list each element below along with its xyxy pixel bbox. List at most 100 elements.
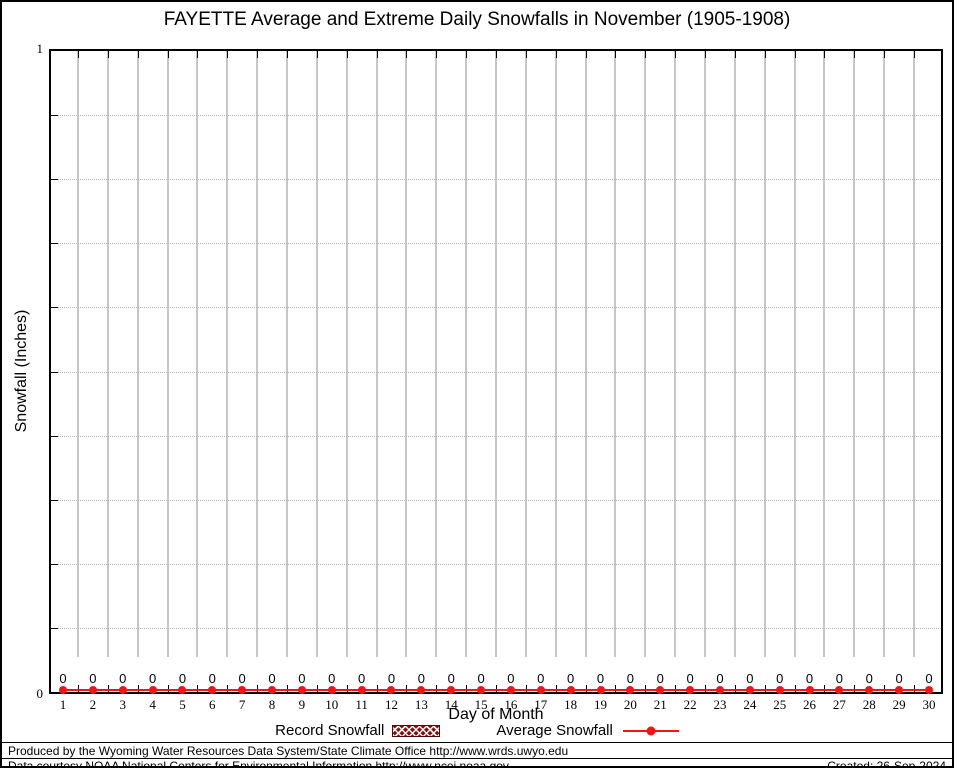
point-value-label: 0 <box>447 671 455 686</box>
x-minor-tick-top <box>316 51 318 58</box>
horizontal-gridline <box>51 563 941 565</box>
x-minor-tick-top <box>167 51 169 58</box>
x-tick-label: 2 <box>89 697 97 712</box>
footer-produced-by: Produced by the Wyoming Water Resources … <box>8 744 569 758</box>
x-minor-tick-top <box>286 51 288 58</box>
vertical-gridline <box>256 51 259 657</box>
x-minor-tick-bottom <box>794 685 796 692</box>
average-snowfall-marker <box>686 686 695 694</box>
x-minor-tick-top <box>496 51 497 58</box>
x-tick-label: 13 <box>414 697 428 712</box>
point-value-label: 0 <box>925 671 933 686</box>
average-snowfall-marker <box>208 686 217 694</box>
average-snowfall-marker <box>387 686 396 694</box>
chart-title: FAYETTE Average and Extreme Daily Snowfa… <box>163 9 791 30</box>
x-minor-tick-bottom <box>107 685 109 692</box>
vertical-gridline <box>763 51 766 657</box>
average-snowfall-marker <box>238 686 247 694</box>
average-snowfall-marker <box>805 686 814 694</box>
y-minor-tick <box>51 627 58 629</box>
point-value-label: 0 <box>298 671 306 686</box>
x-minor-tick-top <box>436 51 438 58</box>
x-minor-tick-top <box>615 51 617 58</box>
x-tick-label: 26 <box>803 697 817 712</box>
x-minor-tick-bottom <box>286 685 288 692</box>
x-tick-label: 1 <box>59 697 67 712</box>
point-value-label: 0 <box>208 671 216 686</box>
x-minor-tick-bottom <box>257 685 259 692</box>
average-snowfall-marker <box>566 686 575 694</box>
average-snowfall-marker <box>835 686 844 694</box>
vertical-gridline <box>196 51 199 657</box>
x-minor-tick-top <box>227 51 229 58</box>
x-minor-tick-bottom <box>376 685 378 692</box>
x-tick-label: 4 <box>149 697 156 712</box>
y-minor-tick <box>51 499 58 501</box>
x-minor-tick-bottom <box>466 685 468 692</box>
x-tick-label: 5 <box>179 697 186 712</box>
vertical-gridline <box>733 51 736 657</box>
vertical-gridline <box>315 51 318 657</box>
vertical-gridline <box>674 51 677 657</box>
average-snowfall-line <box>63 689 929 691</box>
chart-legend: Record Snowfall Average Snowfall <box>2 722 952 739</box>
y-tick-label: 1 <box>36 41 44 56</box>
average-snowfall-line-icon <box>622 726 679 735</box>
vertical-gridline <box>375 51 378 657</box>
average-snowfall-marker <box>775 686 784 694</box>
average-snowfall-marker <box>865 686 874 694</box>
x-minor-tick-top <box>645 51 647 58</box>
y-minor-tick <box>51 307 58 309</box>
x-tick-label: 27 <box>832 697 846 712</box>
x-tick-label: 25 <box>773 697 787 712</box>
x-minor-tick-bottom <box>884 685 886 692</box>
y-minor-tick <box>51 371 58 373</box>
point-value-label: 0 <box>477 671 485 686</box>
horizontal-gridline <box>51 499 941 501</box>
x-minor-tick-bottom <box>525 685 527 692</box>
x-minor-tick-top <box>376 51 378 58</box>
point-value-label: 0 <box>567 671 575 686</box>
vertical-gridline <box>853 51 856 657</box>
x-tick-label: 18 <box>564 697 578 712</box>
point-value-label: 0 <box>686 671 694 686</box>
x-minor-tick-bottom <box>496 685 497 692</box>
average-snowfall-marker <box>626 686 635 694</box>
vertical-gridline <box>614 51 617 657</box>
x-tick-label: 10 <box>325 697 339 712</box>
point-value-label: 0 <box>776 671 784 686</box>
x-minor-tick-top <box>884 51 886 58</box>
x-minor-tick-top <box>257 51 259 58</box>
x-tick-label: 23 <box>713 697 727 712</box>
point-value-label: 0 <box>89 671 97 686</box>
vertical-gridline <box>584 51 587 657</box>
y-minor-tick <box>51 563 58 565</box>
average-snowfall-marker <box>506 686 515 694</box>
horizontal-gridline <box>51 115 941 117</box>
average-snowfall-marker <box>178 686 187 694</box>
footer-divider-bottom <box>2 758 952 759</box>
average-snowfall-marker <box>357 686 366 694</box>
average-snowfall-marker <box>417 686 426 694</box>
point-value-label: 0 <box>387 671 396 686</box>
vertical-gridline <box>883 51 886 657</box>
x-tick-label: 22 <box>683 697 697 712</box>
vertical-gridline <box>704 51 707 657</box>
x-minor-tick-top <box>137 51 139 58</box>
x-minor-tick-top <box>346 51 348 58</box>
legend-average-label: Average Snowfall <box>496 722 613 739</box>
point-value-label: 0 <box>238 671 246 686</box>
x-minor-tick-bottom <box>555 685 557 692</box>
x-tick-label: 29 <box>892 697 906 712</box>
x-minor-tick-bottom <box>824 685 826 692</box>
x-minor-tick-bottom <box>675 685 677 692</box>
horizontal-gridline <box>51 627 941 629</box>
average-snowfall-marker <box>148 686 157 694</box>
x-minor-tick-top <box>675 51 677 58</box>
x-tick-label: 16 <box>504 697 518 712</box>
x-minor-tick-bottom <box>764 685 766 692</box>
average-snowfall-marker <box>656 686 665 694</box>
vertical-gridline <box>226 51 229 657</box>
x-minor-tick-bottom <box>197 685 199 692</box>
